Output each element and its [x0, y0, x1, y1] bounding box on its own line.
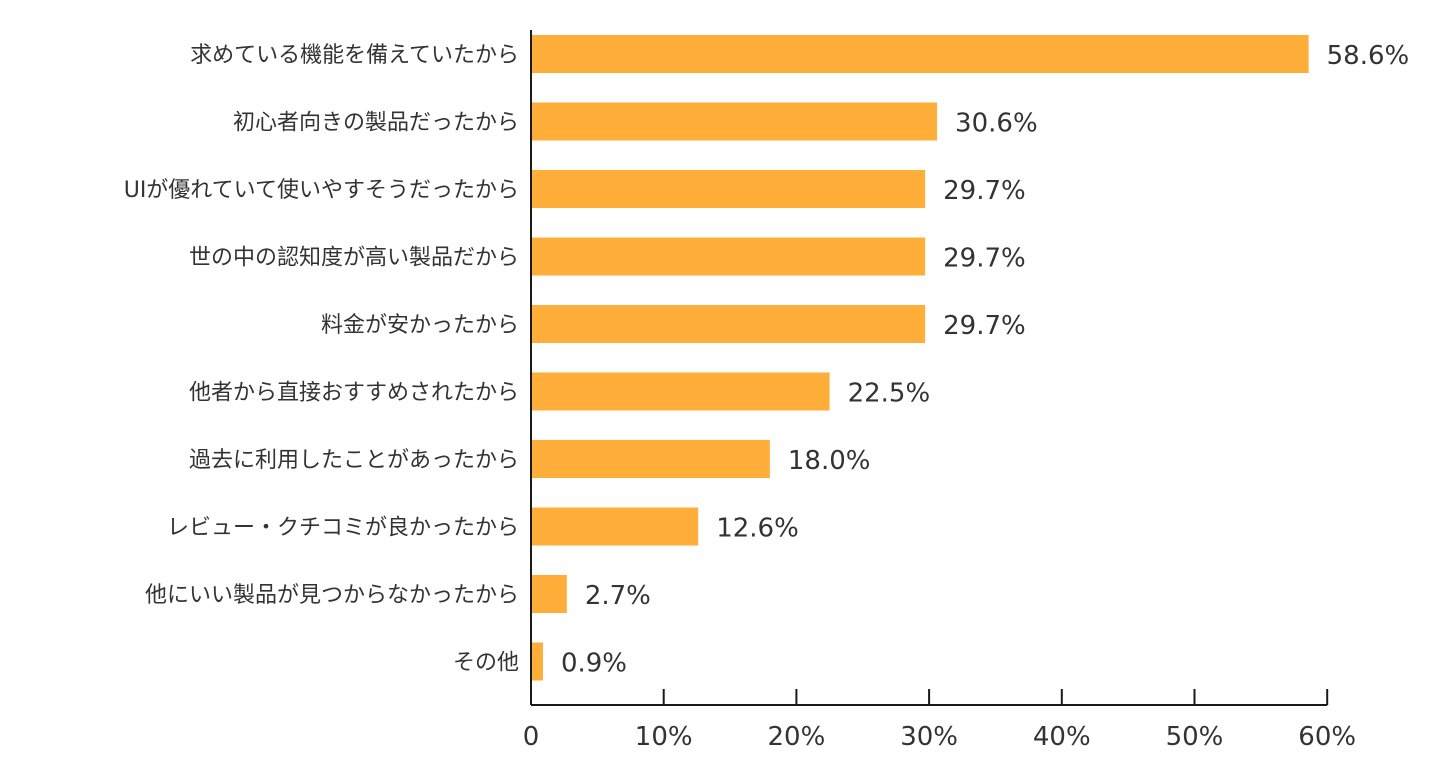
category-label: 他者から直接おすすめされたから	[189, 381, 519, 406]
x-tick-label: 40%	[1033, 722, 1091, 752]
x-tick-label: 60%	[1298, 722, 1356, 752]
bar	[531, 102, 938, 141]
bar	[531, 305, 926, 343]
category-label: UIが優れていて使いやすそうだったから	[124, 178, 519, 203]
x-tick-label: 20%	[768, 722, 826, 752]
bar	[531, 372, 830, 411]
category-label: 他にいい製品が見つからなかったから	[145, 583, 519, 608]
x-tick-label: 30%	[900, 722, 958, 752]
category-label: レビュー・クチコミが良かったから	[167, 516, 519, 541]
data-label: 22.5%	[848, 379, 931, 409]
data-label: 29.7%	[943, 244, 1026, 274]
bar	[531, 440, 770, 478]
bar	[531, 575, 567, 613]
data-label: 2.7%	[585, 581, 651, 611]
category-label: 料金が安かったから	[321, 313, 519, 338]
category-label: 初心者向きの製品だったから	[233, 111, 519, 136]
bar	[531, 35, 1309, 73]
x-tick-label: 50%	[1166, 722, 1224, 752]
bar	[531, 237, 926, 276]
category-label: その他	[453, 651, 519, 676]
data-label: 0.9%	[561, 649, 627, 679]
category-label: 求めている機能を備えていたから	[190, 43, 519, 68]
bar	[531, 170, 926, 208]
data-label: 12.6%	[716, 514, 799, 544]
bar	[531, 507, 699, 546]
category-label: 過去に利用したことがあったから	[189, 448, 519, 473]
data-label: 18.0%	[788, 446, 871, 476]
x-tick-label: 10%	[635, 722, 693, 752]
data-label: 58.6%	[1327, 41, 1410, 71]
data-label: 29.7%	[943, 311, 1026, 341]
category-label: 世の中の認知度が高い製品だから	[189, 246, 519, 271]
bar	[531, 642, 543, 681]
x-tick-label: 0	[523, 722, 540, 752]
data-label: 29.7%	[943, 176, 1026, 206]
data-label: 30.6%	[955, 109, 1038, 139]
